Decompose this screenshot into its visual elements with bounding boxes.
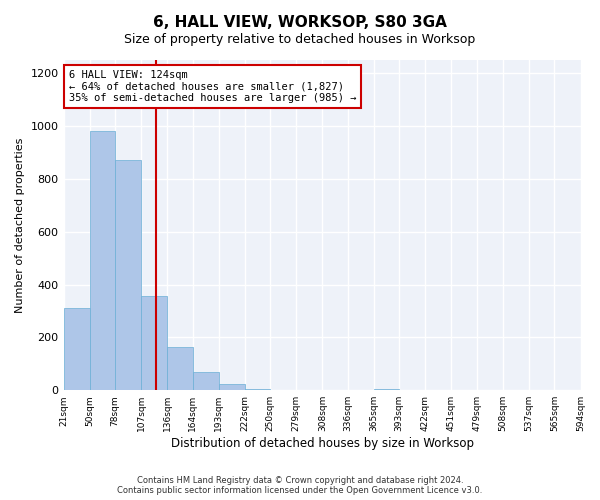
Bar (167, 346, 193, 390)
Bar (245, 389, 270, 390)
Bar (141, 296, 167, 390)
Bar (374, 389, 399, 390)
Text: 6 HALL VIEW: 124sqm
← 64% of detached houses are smaller (1,827)
35% of semi-det: 6 HALL VIEW: 124sqm ← 64% of detached ho… (69, 70, 356, 103)
Text: 6, HALL VIEW, WORKSOP, S80 3GA: 6, HALL VIEW, WORKSOP, S80 3GA (153, 15, 447, 30)
Text: Contains HM Land Registry data © Crown copyright and database right 2024.
Contai: Contains HM Land Registry data © Crown c… (118, 476, 482, 495)
Bar (64, 308, 90, 390)
Bar (193, 372, 219, 390)
X-axis label: Distribution of detached houses by size in Worksop: Distribution of detached houses by size … (170, 437, 473, 450)
Text: Size of property relative to detached houses in Worksop: Size of property relative to detached ho… (124, 32, 476, 46)
Bar (115, 160, 141, 390)
Bar (90, 132, 115, 390)
Y-axis label: Number of detached properties: Number of detached properties (15, 138, 25, 313)
Bar (219, 384, 245, 390)
